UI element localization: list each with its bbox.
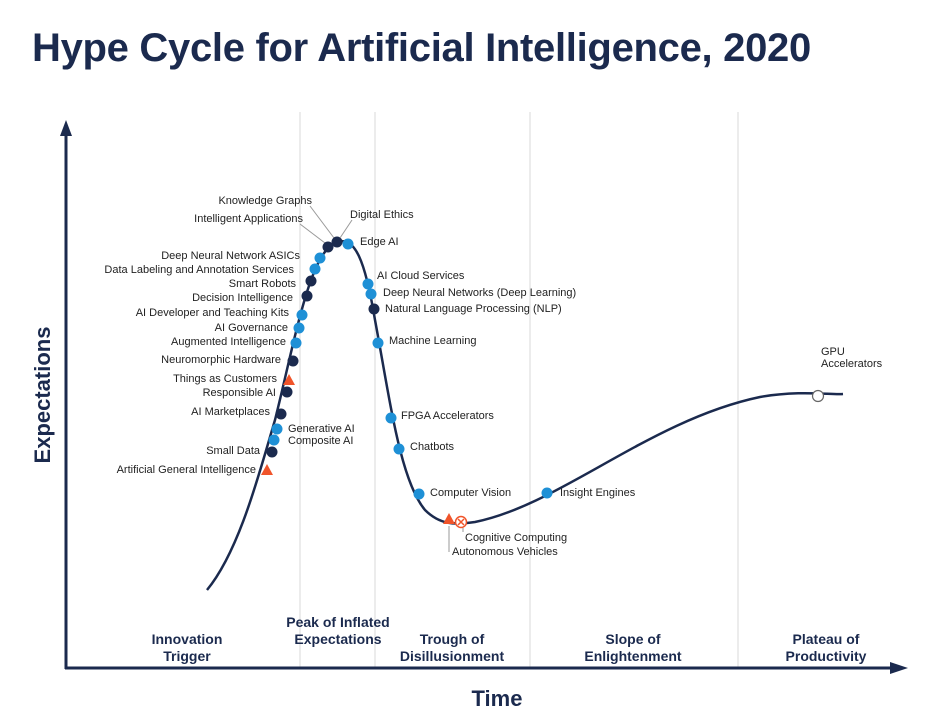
technology-label: Autonomous Vehicles — [452, 546, 558, 558]
technology-marker — [541, 487, 553, 499]
title: Hype Cycle for Artificial Intelligence, … — [32, 26, 811, 70]
technology-label: Cognitive Computing — [465, 532, 567, 544]
phase-dividers — [299, 112, 739, 668]
technology-marker — [268, 434, 280, 446]
technology-marker — [811, 389, 825, 403]
technology-label: Intelligent Applications — [194, 213, 303, 225]
technology-marker — [271, 423, 283, 435]
technology-marker — [261, 464, 273, 475]
technology-marker-cross — [457, 518, 465, 526]
phase-label: Peak of Inflated Expectations — [286, 614, 390, 647]
technology-marker — [443, 513, 455, 524]
technology-label: GPU Accelerators — [821, 346, 883, 370]
technology-label: Chatbots — [410, 441, 455, 453]
technology-label: Insight Engines — [560, 487, 636, 499]
y-axis-label: Expectations — [30, 327, 55, 464]
technology-marker — [281, 386, 293, 398]
technology-label: Composite AI — [288, 435, 353, 447]
phase-label: Innovation Trigger — [151, 631, 223, 664]
leader-line — [339, 219, 353, 239]
technology-label: AI Cloud Services — [377, 270, 465, 282]
leader-line — [299, 223, 326, 244]
technology-label: Smart Robots — [229, 278, 297, 290]
technology-marker — [266, 446, 278, 458]
technology-marker — [275, 408, 287, 420]
x-arrow — [890, 662, 908, 674]
technology-label: Deep Neural Networks (Deep Learning) — [383, 287, 576, 299]
technology-label: Generative AI — [288, 423, 355, 435]
technology-label: AI Marketplaces — [191, 406, 270, 418]
technology-label: Small Data — [206, 445, 261, 457]
technology-marker — [309, 263, 321, 275]
technology-label: AI Governance — [215, 322, 288, 334]
y-arrow — [60, 120, 72, 136]
technology-label: Responsible AI — [203, 387, 276, 399]
technology-marker — [368, 303, 380, 315]
technology-label: AI Developer and Teaching Kits — [136, 307, 290, 319]
phase-label: Slope of Enlightenment — [584, 631, 682, 664]
technology-marker — [362, 278, 374, 290]
technology-marker — [293, 322, 305, 334]
technology-label: Data Labeling and Annotation Services — [104, 264, 294, 276]
technology-label: FPGA Accelerators — [401, 410, 494, 422]
technology-marker — [290, 337, 302, 349]
technology-label: Digital Ethics — [350, 209, 414, 221]
technology-marker — [314, 252, 326, 264]
technology-marker — [413, 488, 425, 500]
technology-label: Natural Language Processing (NLP) — [385, 303, 562, 315]
phase-label: Plateau of Productivity — [785, 631, 867, 664]
technology-label: Neuromorphic Hardware — [161, 354, 281, 366]
leader-line — [309, 205, 335, 239]
technology-label: Artificial General Intelligence — [117, 464, 256, 476]
technology-label: Machine Learning — [389, 335, 476, 347]
technology-label: Deep Neural Network ASICs — [161, 250, 300, 262]
technology-label: Knowledge Graphs — [218, 195, 312, 207]
technology-marker — [372, 337, 384, 349]
technology-marker — [393, 443, 405, 455]
phase-label: Trough of Disillusionment — [399, 631, 505, 664]
technology-marker — [287, 355, 299, 367]
technology-marker — [342, 238, 354, 250]
technology-marker — [331, 236, 343, 248]
technology-label: Things as Customers — [173, 373, 277, 385]
technology-label: Computer Vision — [430, 487, 511, 499]
technology-label: Edge AI — [360, 236, 399, 248]
technology-marker — [322, 241, 334, 253]
technology-marker — [305, 275, 317, 287]
technology-label: Augmented Intelligence — [171, 336, 286, 348]
technology-label: Decision Intelligence — [192, 292, 293, 304]
technology-marker — [365, 288, 377, 300]
technology-marker — [296, 309, 308, 321]
x-axis-label: Time — [472, 686, 523, 711]
technology-marker — [385, 412, 397, 424]
technology-marker — [301, 290, 313, 302]
technology-marker — [283, 374, 295, 385]
